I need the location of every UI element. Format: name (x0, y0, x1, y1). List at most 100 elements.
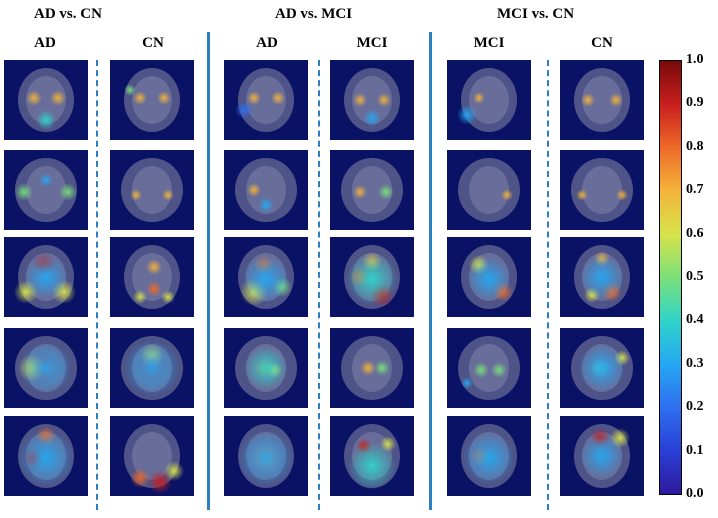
activation-hotspot (580, 255, 624, 299)
brain-heatmap-scan (110, 416, 194, 496)
brain-tissue (246, 166, 286, 214)
brain-heatmap-scan (224, 416, 308, 496)
activation-hotspot (130, 468, 150, 488)
activation-hotspot (18, 430, 74, 486)
activation-hotspot (467, 257, 511, 301)
brain-heatmap-scan (224, 60, 308, 140)
activation-hotspot (378, 184, 394, 200)
activation-hotspot (374, 360, 390, 376)
activation-hotspot (473, 362, 489, 378)
group-title-ad-vs-cn: AD vs. CN (34, 6, 102, 22)
activation-hotspot (581, 93, 595, 107)
brain-image (124, 68, 180, 132)
brain-heatmap-scan (560, 328, 644, 408)
brain-image (458, 336, 520, 400)
brain-heatmap-scan (447, 416, 531, 496)
colorbar-tick-label: 0.1 (686, 442, 704, 458)
brain-tissue (132, 76, 172, 124)
column-label-ad: AD (256, 35, 278, 51)
activation-hotspot (578, 344, 626, 392)
brain-heatmap-scan (110, 237, 194, 317)
brain-tissue (26, 166, 66, 214)
activation-hotspot (346, 253, 398, 305)
brain-image (18, 424, 74, 488)
brain-heatmap-scan (110, 150, 194, 230)
brain-tissue (469, 76, 509, 124)
column-label-ad: AD (34, 35, 56, 51)
activation-hotspot (24, 255, 68, 299)
brain-heatmap-scan (330, 60, 414, 140)
activation-hotspot (363, 109, 381, 127)
group-title-mci-vs-cn: MCI vs. CN (497, 6, 575, 22)
activation-hotspot (258, 197, 274, 213)
brain-image (574, 68, 630, 132)
colorbar-tick-label: 0.8 (686, 138, 704, 154)
activation-hotspot (353, 185, 367, 199)
group-separator (207, 32, 210, 510)
activation-hotspot (36, 110, 56, 130)
brain-heatmap-scan (560, 416, 644, 496)
dashed-separator (547, 60, 549, 510)
activation-hotspot (580, 434, 624, 478)
colorbar-tick-label: 0.2 (686, 399, 704, 415)
activation-hotspot (576, 189, 588, 201)
activation-hotspot (15, 183, 33, 201)
brain-image (341, 158, 403, 222)
brain-heatmap-scan (110, 60, 194, 140)
colorbar (659, 60, 682, 495)
colorbar-tick-label: 0.3 (686, 355, 704, 371)
brain-image (344, 245, 400, 309)
brain-image (344, 68, 400, 132)
brain-heatmap-scan (560, 237, 644, 317)
brain-heatmap-scan (4, 416, 88, 496)
brain-image (235, 336, 297, 400)
brain-image (341, 336, 403, 400)
brain-tissue (582, 166, 622, 214)
activation-hotspot (238, 430, 294, 486)
activation-hotspot (164, 461, 184, 481)
activation-hotspot (20, 342, 72, 394)
brain-image (121, 336, 183, 400)
brain-image (457, 68, 517, 132)
activation-hotspot (377, 93, 391, 107)
column-label-cn: CN (142, 35, 164, 51)
colorbar-tick-label: 0.4 (686, 312, 704, 328)
brain-image (238, 424, 294, 488)
activation-hotspot (247, 183, 261, 197)
brain-heatmap-scan (4, 328, 88, 408)
brain-image (458, 158, 520, 222)
brain-image (18, 68, 74, 132)
activation-hotspot (124, 340, 180, 396)
brain-heatmap-scan (560, 60, 644, 140)
brain-heatmap-scan (330, 150, 414, 230)
brain-heatmap-scan (4, 150, 88, 230)
brain-image (15, 336, 77, 400)
activation-hotspot (235, 101, 253, 119)
brain-tissue (132, 432, 172, 480)
brain-tissue (132, 166, 172, 214)
brain-tissue (246, 76, 286, 124)
brain-image (461, 424, 517, 488)
activation-hotspot (146, 259, 162, 275)
dashed-separator (96, 60, 98, 510)
brain-heatmap-scan (4, 60, 88, 140)
brain-image (235, 68, 294, 132)
column-label-cn: CN (591, 35, 613, 51)
brain-image (124, 424, 184, 494)
activation-hotspot (124, 84, 136, 96)
activation-hotspot (360, 360, 376, 376)
dashed-separator (318, 60, 320, 510)
brain-image (344, 424, 400, 490)
brain-image (124, 245, 180, 309)
brain-heatmap-scan (447, 237, 531, 317)
activation-hotspot (463, 432, 515, 484)
brain-heatmap-scan (447, 328, 531, 408)
brain-image (574, 424, 630, 488)
brain-heatmap-scan (447, 150, 531, 230)
activation-hotspot (244, 346, 288, 390)
colorbar-tick-label: 0.7 (686, 182, 704, 198)
column-label-mci: MCI (356, 35, 388, 51)
brain-heatmap-scan (4, 237, 88, 317)
colorbar-tick-label: 1.0 (686, 52, 704, 67)
activation-hotspot (50, 90, 66, 106)
